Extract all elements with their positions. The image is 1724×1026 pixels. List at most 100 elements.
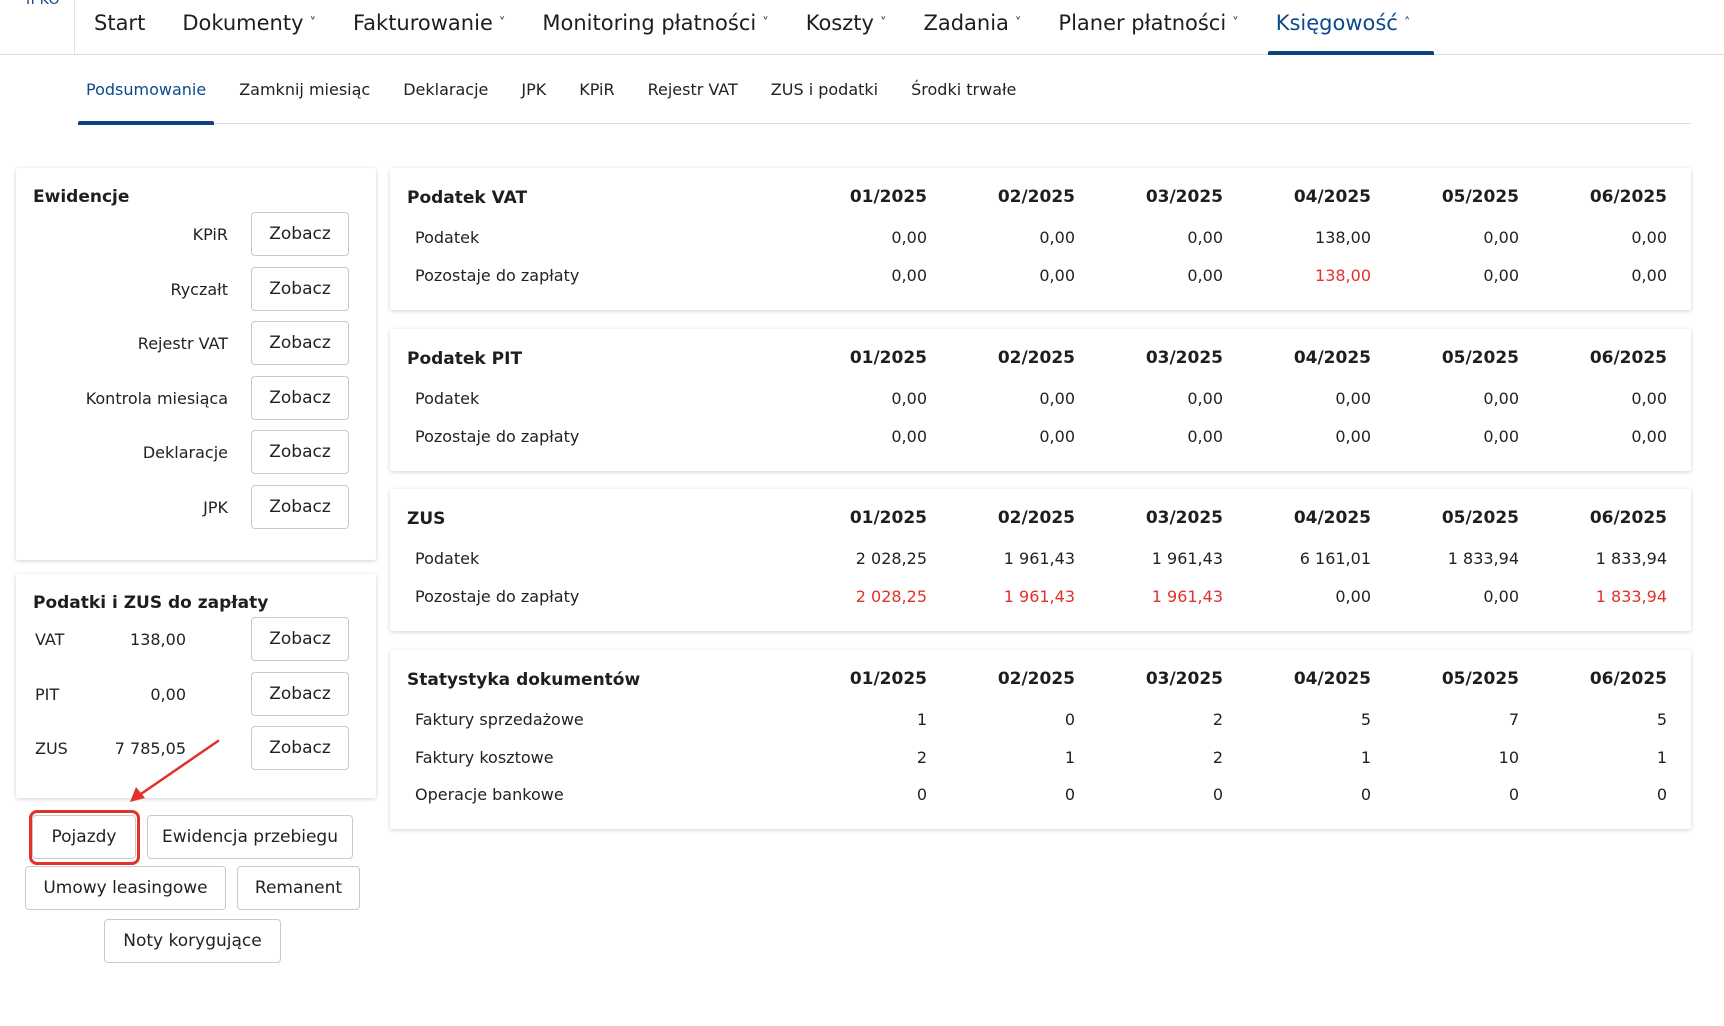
ewidencje-title: Ewidencje (33, 187, 130, 207)
table-cell: 5 (1656, 710, 1667, 729)
table-title: Statystyka dokumentów (407, 670, 641, 690)
tax-label: PIT (35, 684, 60, 704)
table-row-label: Pozostaje do zapłaty (415, 426, 580, 446)
zobacz-button[interactable]: Zobacz (251, 485, 349, 529)
month-column-header: 01/2025 (849, 348, 927, 368)
table-cell: 2 028,25 (855, 549, 927, 568)
summary-table-card: ZUS 01/2025 02/2025 03/2025 04/2025 05/2025 06… (390, 489, 1691, 631)
taxes-due-card: Podatki i ZUS do zapłaty VAT 138,00 Zobacz… (16, 574, 376, 798)
month-column-header: 02/2025 (997, 187, 1075, 207)
subnav-tab-1[interactable]: Zamknij miesiąc (239, 80, 371, 99)
zobacz-button[interactable]: Zobacz (251, 671, 349, 716)
topnav-item-2[interactable]: Fakturowanie ˅ (353, 0, 505, 55)
table-cell: 0,00 (891, 389, 927, 408)
table-cell: 0 (1656, 785, 1667, 804)
leasing-contracts-button[interactable]: Umowy leasingowe (25, 866, 226, 910)
subnav-tab-4[interactable]: KPiR (579, 80, 615, 99)
table-cell: 0,00 (1631, 389, 1667, 408)
month-column-header: 05/2025 (1441, 669, 1519, 689)
taxes-due-title: Podatki i ZUS do zapłaty (33, 593, 269, 613)
table-cell: 6 161,01 (1299, 549, 1371, 568)
tax-amount: 138,00 (130, 630, 186, 649)
topnav-item-6[interactable]: Planer płatności ˅ (1058, 0, 1238, 55)
summary-table-card: Podatek PIT 01/2025 02/2025 03/2025 04/2025 0… (390, 329, 1691, 471)
table-title: ZUS (407, 509, 446, 529)
table-cell: 0,00 (1039, 265, 1075, 285)
subnav-tab-6[interactable]: ZUS i podatki (770, 80, 879, 99)
highlight-box (29, 810, 140, 865)
table-row-label: Operacje bankowe (415, 785, 564, 804)
table-cell: 0,00 (1335, 586, 1371, 606)
table-cell: 2 (916, 747, 927, 767)
table-row-label: Pozostaje do zapłaty (415, 265, 580, 285)
top-navigation-bar: IPKO Start Dokumenty ˅ Fakturowanie ˅ Monitor… (0, 0, 1724, 55)
red-arrow-annotation (130, 739, 220, 802)
table-cell: 0,00 (1187, 426, 1223, 446)
table-cell: 0,00 (1187, 265, 1223, 285)
ewidencje-card: Ewidencje KPiR Zobacz Ryczałt Zobacz Rejestr… (16, 168, 376, 560)
summary-table-card: Podatek VAT 01/2025 02/2025 03/2025 04/2025 0… (390, 168, 1691, 310)
table-cell: 0,00 (891, 228, 927, 247)
table-cell: 0,00 (1483, 228, 1519, 247)
month-column-header: 03/2025 (1145, 508, 1223, 528)
subnav-tab-5[interactable]: Rejestr VAT (647, 80, 738, 99)
topnav-item-0[interactable]: Start (94, 0, 145, 55)
logo: IPKO (26, 0, 61, 8)
inventory-button[interactable]: Remanent (237, 866, 360, 910)
zobacz-button[interactable]: Zobacz (251, 726, 349, 771)
subnav-tab-0[interactable]: Podsumowanie (77, 76, 215, 125)
table-title: Podatek PIT (407, 349, 523, 369)
subnav-tab-2[interactable]: Deklaracje (403, 80, 489, 99)
accounting-subnav: Podsumowanie Zamknij miesiąc Deklaracje JPK… (77, 76, 1691, 125)
month-column-header: 01/2025 (849, 669, 927, 689)
table-row-label: Podatek (415, 549, 480, 568)
zobacz-button[interactable]: Zobacz (251, 212, 349, 256)
month-column-header: 05/2025 (1441, 187, 1519, 207)
month-column-header: 06/2025 (1589, 187, 1667, 207)
month-column-header: 05/2025 (1441, 508, 1519, 528)
vehicles-button[interactable]: Pojazdy (32, 815, 136, 859)
topnav-item-4[interactable]: Koszty ˅ (806, 0, 887, 55)
topnav-item-7[interactable]: Księgowość ˄ (1267, 0, 1434, 55)
table-row-label: Faktury sprzedażowe (415, 710, 584, 729)
topnav-item-3[interactable]: Monitoring płatności ˅ (542, 0, 768, 55)
zobacz-button[interactable]: Zobacz (251, 266, 349, 311)
topnav-item-5[interactable]: Zadania ˅ (923, 0, 1021, 55)
ewidencja-label: Deklaracje (142, 443, 228, 463)
mileage-record-button[interactable]: Ewidencja przebiegu (147, 815, 353, 859)
zobacz-button[interactable]: Zobacz (251, 321, 349, 366)
month-column-header: 02/2025 (997, 348, 1075, 368)
tax-label: VAT (35, 630, 65, 649)
table-cell: 0,00 (1335, 389, 1371, 408)
table-cell: 0,00 (1483, 389, 1519, 408)
table-cell: 2 (1212, 710, 1223, 729)
topnav-item-label: Koszty (805, 11, 874, 35)
table-cell: 1 (916, 710, 927, 729)
month-column-header: 04/2025 (1293, 508, 1371, 528)
logo-area[interactable]: IPKO (0, 0, 75, 55)
table-cell: 0 (916, 785, 927, 804)
table-cell: 2 (1212, 747, 1223, 767)
table-cell: 1 961,43 (1151, 586, 1223, 606)
month-column-header: 02/2025 (997, 508, 1075, 528)
zobacz-button[interactable]: Zobacz (251, 375, 349, 420)
zobacz-button[interactable]: Zobacz (251, 430, 349, 475)
topnav-item-1[interactable]: Dokumenty ˅ (182, 0, 316, 55)
ewidencja-label: JPK (203, 498, 228, 517)
table-cell: 0 (1064, 710, 1075, 729)
month-column-header: 06/2025 (1589, 669, 1667, 689)
table-cell: 1 961,43 (1151, 549, 1223, 568)
table-cell: 1 833,94 (1595, 549, 1667, 568)
table-cell: 0 (1360, 785, 1371, 804)
chevron-up-icon: ˄ (1403, 16, 1411, 31)
zobacz-button[interactable]: Zobacz (251, 617, 349, 661)
ewidencja-label: Kontrola miesiąca (85, 388, 228, 408)
table-cell: 0,00 (1631, 265, 1667, 285)
subnav-tab-7[interactable]: Środki trwałe (911, 80, 1017, 99)
table-cell: 1 (1656, 747, 1667, 767)
table-cell: 1 (1360, 747, 1371, 767)
table-cell: 1 961,43 (1003, 586, 1075, 606)
correction-notes-button[interactable]: Noty korygujące (104, 919, 281, 963)
table-cell: 0,00 (891, 265, 927, 285)
subnav-tab-3[interactable]: JPK (521, 80, 547, 99)
